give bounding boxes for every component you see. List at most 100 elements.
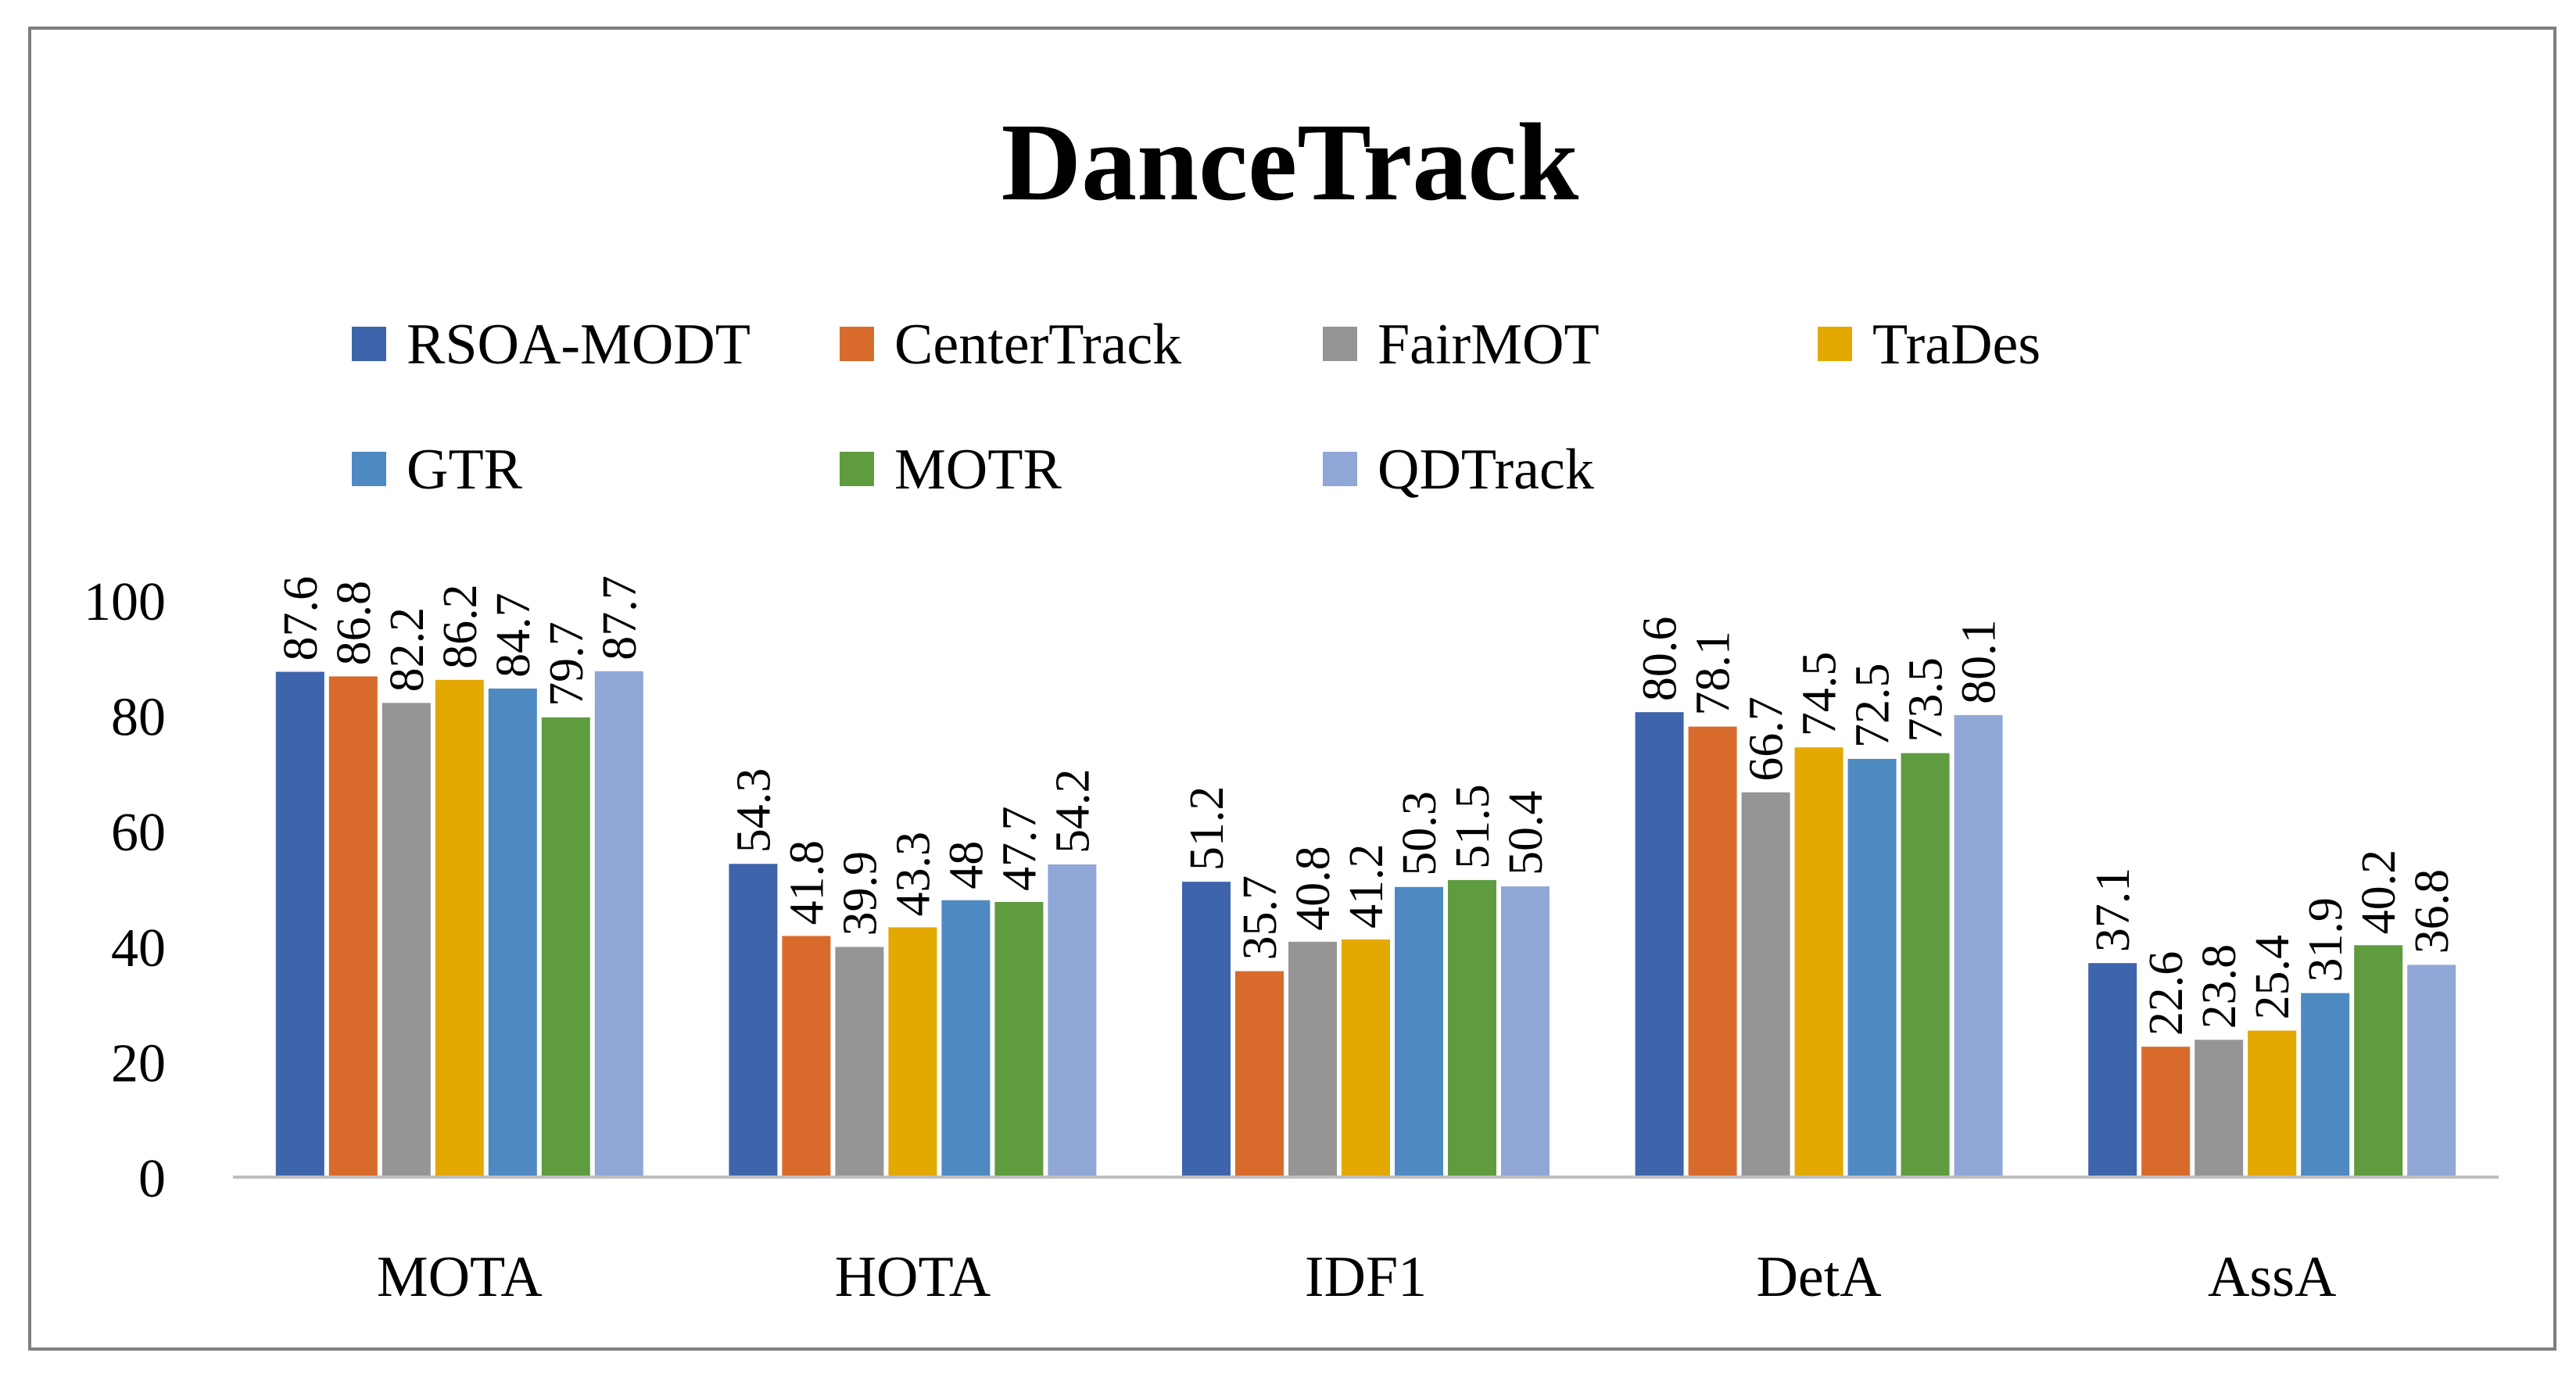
data-labels: 87.6 86.8 82.2 86.2 84.7 79.787.7 54.341.8 39.9… xyxy=(274,575,2459,1036)
data-label: 84.7 xyxy=(487,592,540,678)
y-tick-label: 100 xyxy=(84,572,166,632)
bar xyxy=(1794,747,1843,1177)
bar xyxy=(782,936,831,1177)
y-tick-label: 40 xyxy=(111,918,166,979)
bar xyxy=(1954,714,2003,1177)
data-label: 48 xyxy=(940,841,993,889)
bar xyxy=(1048,864,1097,1177)
bar xyxy=(835,947,884,1177)
bar xyxy=(328,676,378,1177)
legend-swatch xyxy=(1323,327,1357,361)
data-label: 54.2 xyxy=(1046,769,1099,854)
legend-label: TraDes xyxy=(1872,313,2040,377)
x-category-label: MOTA xyxy=(377,1245,543,1309)
bar xyxy=(1501,886,1550,1177)
data-label: 22.6 xyxy=(2140,951,2193,1036)
data-label: 87.7 xyxy=(593,575,647,660)
bar xyxy=(2301,993,2350,1177)
legend-label: GTR xyxy=(407,438,523,502)
bar xyxy=(2141,1047,2191,1177)
bar xyxy=(729,864,778,1177)
bar xyxy=(1235,971,1284,1177)
data-label: 74.5 xyxy=(1793,652,1847,737)
chart-title: DanceTrack xyxy=(1001,100,1579,224)
legend: RSOA-MODT CenterTrack FairMOT TraDes GTR MOTR… xyxy=(352,313,2040,502)
data-label: 43.3 xyxy=(887,832,940,917)
data-label: 40.2 xyxy=(2352,850,2406,935)
data-label: 72.5 xyxy=(1847,663,1900,748)
data-label: 23.8 xyxy=(2193,944,2246,1029)
legend-label: FairMOT xyxy=(1378,313,1600,377)
legend-swatch xyxy=(840,327,874,361)
x-axis: MOTA HOTA IDF1 DetA AssA xyxy=(377,1245,2337,1309)
data-label: 51.2 xyxy=(1181,786,1234,871)
legend-swatch xyxy=(352,327,386,361)
data-label: 41.2 xyxy=(1340,843,1393,929)
y-tick-label: 60 xyxy=(111,803,166,863)
bar xyxy=(1448,879,1496,1177)
data-label: 50.4 xyxy=(1499,791,1553,876)
legend-label: MOTR xyxy=(894,438,1062,502)
bar xyxy=(435,679,484,1177)
data-label: 86.2 xyxy=(434,584,487,669)
y-tick-label: 20 xyxy=(111,1033,166,1093)
bar xyxy=(994,901,1044,1177)
data-label: 41.8 xyxy=(780,840,833,925)
legend-label: QDTrack xyxy=(1378,438,1594,502)
bar xyxy=(1688,726,1737,1177)
bar xyxy=(382,703,431,1177)
legend-label: RSOA-MODT xyxy=(407,313,751,377)
bar xyxy=(2194,1040,2244,1177)
bar xyxy=(888,927,937,1177)
y-axis: 0 20 40 60 80 100 xyxy=(84,572,166,1209)
bar xyxy=(488,688,537,1177)
x-category-label: IDF1 xyxy=(1305,1245,1427,1309)
x-category-label: AssA xyxy=(2208,1245,2336,1309)
legend-label: CenterTrack xyxy=(894,313,1181,377)
data-label: 35.7 xyxy=(1234,875,1287,961)
legend-swatch xyxy=(1323,452,1357,486)
bar xyxy=(1741,792,1790,1177)
bar xyxy=(1901,753,1950,1177)
x-category-label: DetA xyxy=(1756,1245,1881,1309)
data-label: 37.1 xyxy=(2087,868,2140,953)
bar xyxy=(1635,712,1684,1177)
data-label: 80.6 xyxy=(1634,617,1687,702)
data-label: 79.7 xyxy=(540,621,593,707)
bar xyxy=(2407,964,2456,1177)
data-label: 47.7 xyxy=(993,806,1046,891)
data-label: 31.9 xyxy=(2299,897,2352,982)
data-label: 78.1 xyxy=(1687,631,1740,716)
bar xyxy=(2248,1030,2297,1177)
bar xyxy=(1182,882,1231,1177)
data-label: 25.4 xyxy=(2246,935,2299,1020)
x-category-label: HOTA xyxy=(835,1245,991,1309)
data-label: 54.3 xyxy=(727,768,780,854)
bar xyxy=(1288,941,1337,1177)
data-label: 51.5 xyxy=(1446,784,1499,869)
data-label: 66.7 xyxy=(1740,696,1793,782)
data-label: 80.1 xyxy=(1953,619,2006,704)
bar xyxy=(1847,758,1897,1177)
y-tick-label: 80 xyxy=(111,688,166,748)
data-label: 86.8 xyxy=(328,581,381,666)
bar xyxy=(2354,945,2403,1177)
legend-swatch xyxy=(840,452,874,486)
bar xyxy=(941,900,991,1177)
bar xyxy=(1342,939,1390,1177)
data-label: 87.6 xyxy=(274,576,328,661)
legend-swatch xyxy=(1818,327,1852,361)
bar xyxy=(1395,886,1443,1177)
bar xyxy=(594,671,643,1177)
legend-swatch xyxy=(352,452,386,486)
bar xyxy=(2088,963,2137,1177)
data-label: 73.5 xyxy=(1900,657,1953,743)
y-tick-label: 0 xyxy=(138,1149,166,1209)
data-label: 39.9 xyxy=(833,851,887,936)
data-label: 36.8 xyxy=(2406,869,2459,954)
bars xyxy=(275,671,2456,1177)
bar xyxy=(541,717,590,1177)
bar xyxy=(275,671,324,1177)
data-label: 50.3 xyxy=(1393,791,1446,876)
data-label: 40.8 xyxy=(1287,846,1340,931)
